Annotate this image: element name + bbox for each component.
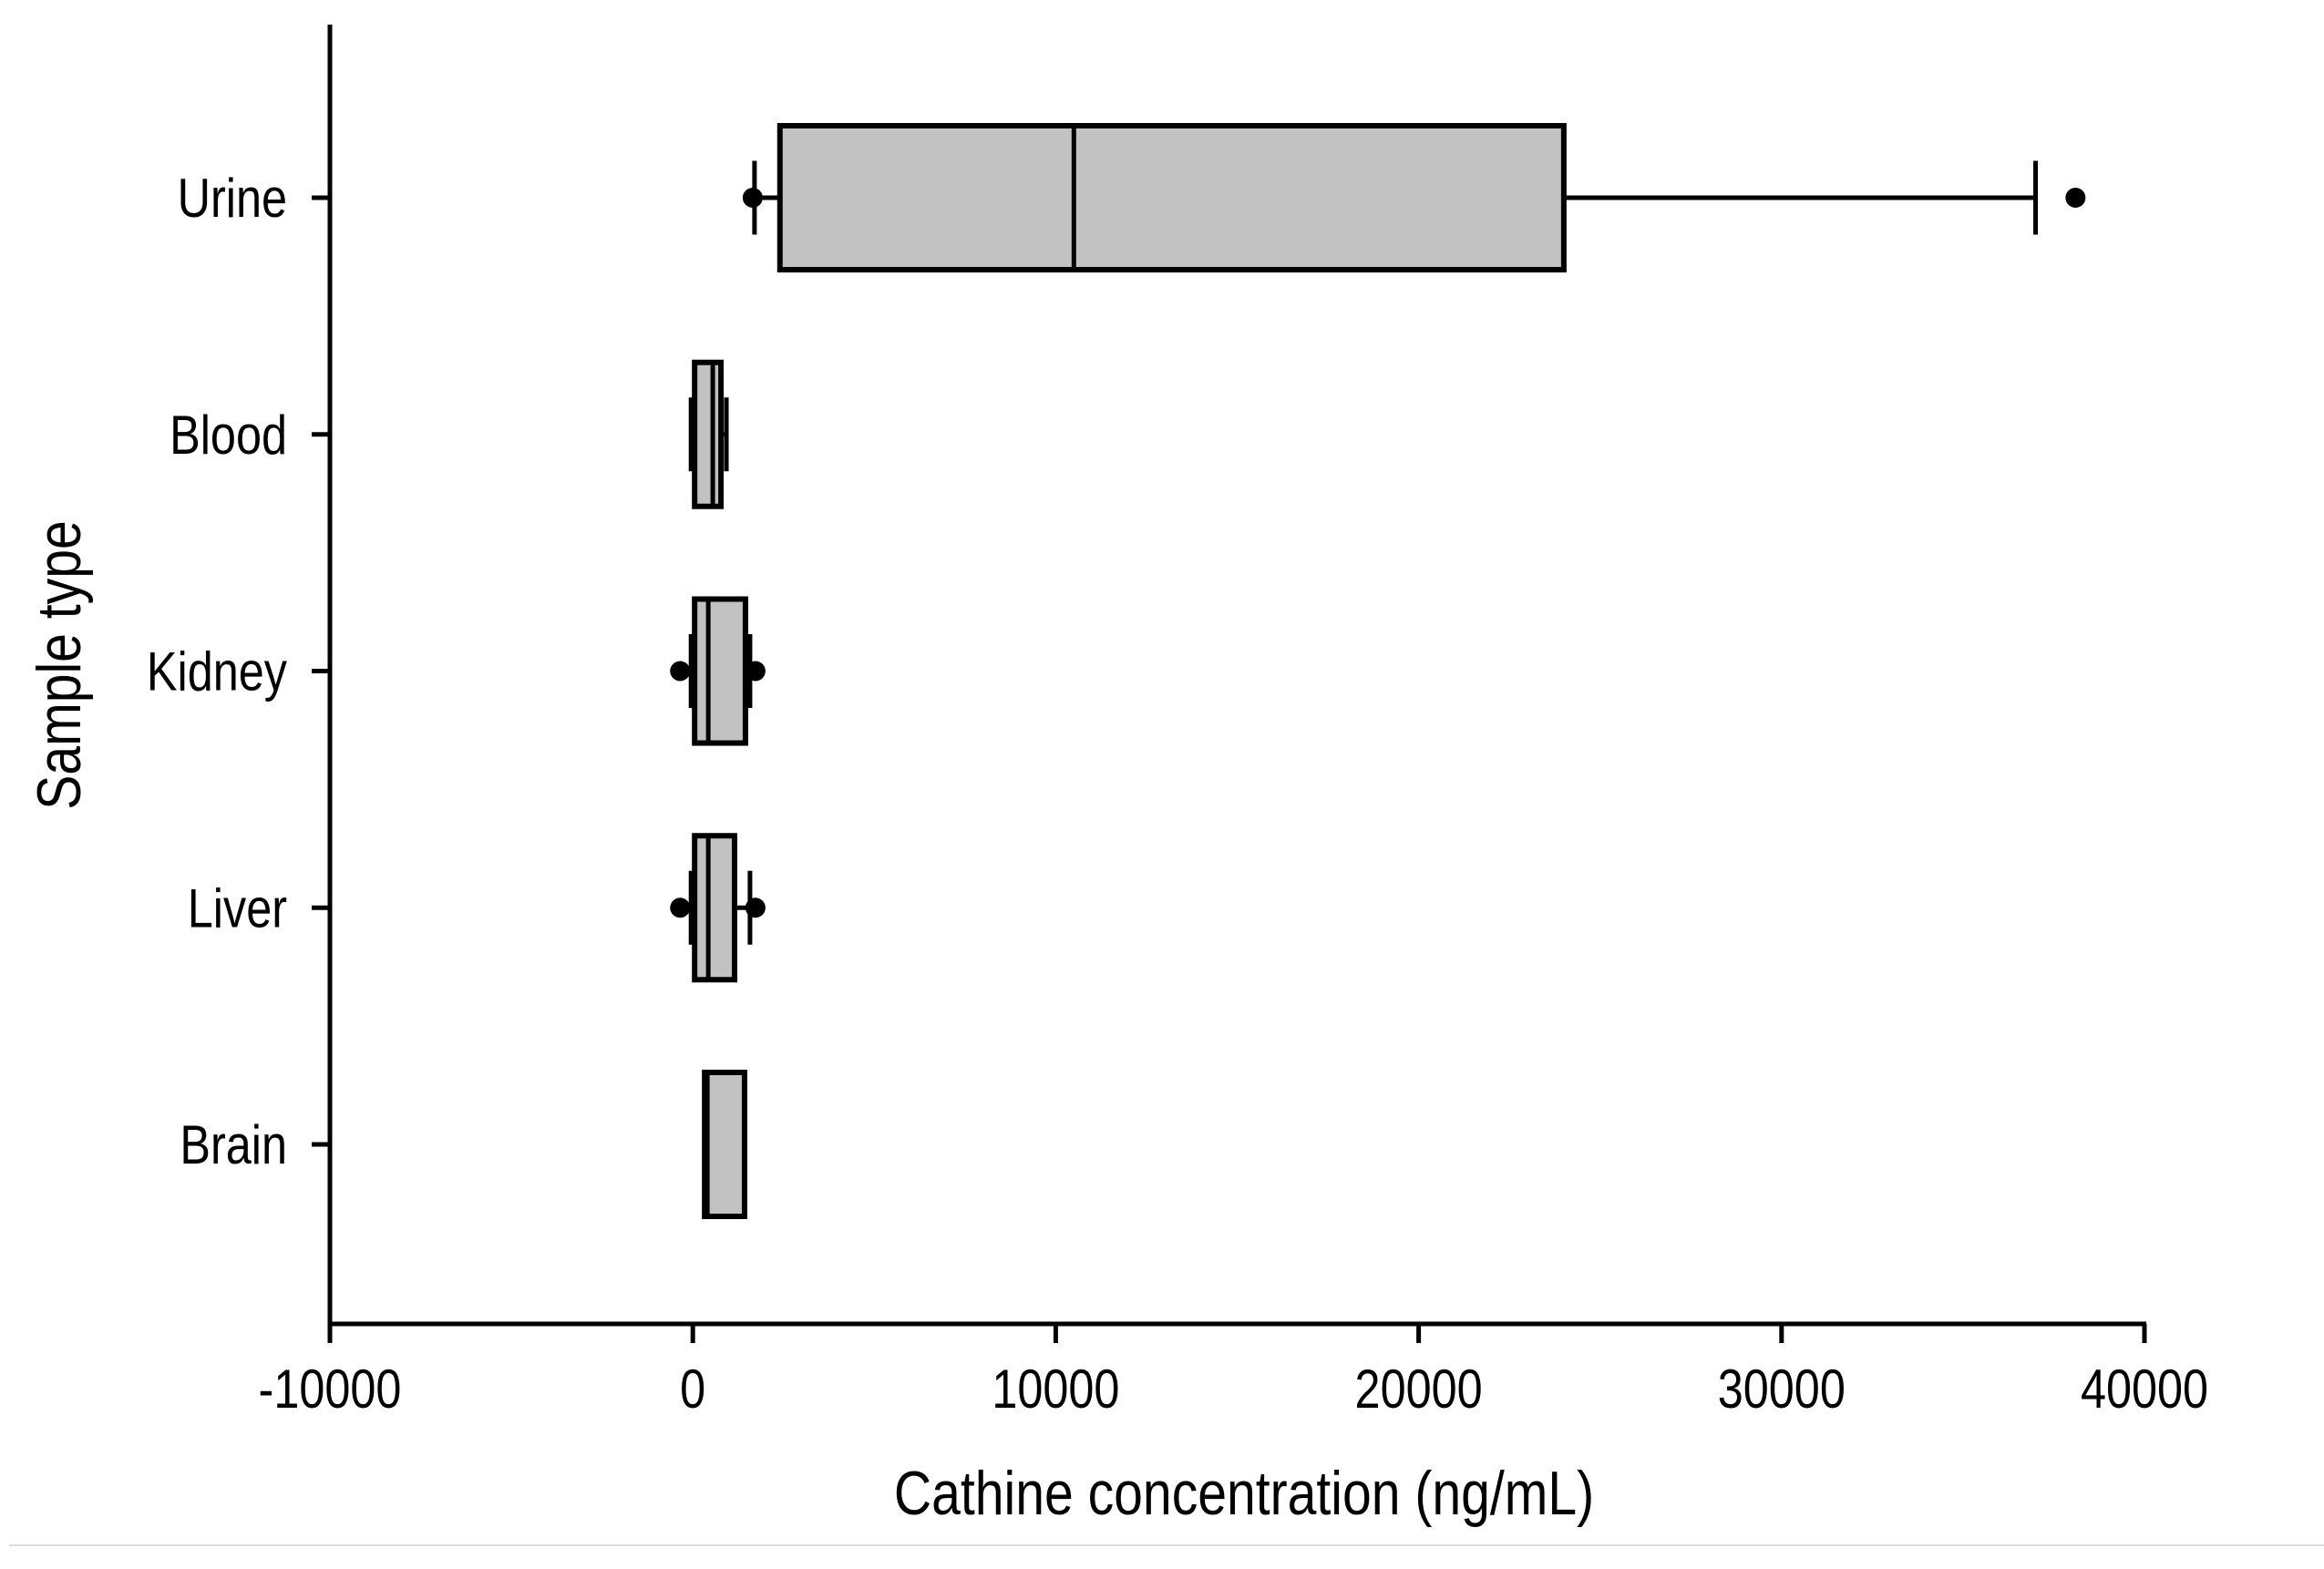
y-category-label: Liver <box>188 877 287 938</box>
x-tick-label: 20000 <box>1355 1359 1483 1420</box>
box-kidney <box>692 596 748 746</box>
x-tick-label: 40000 <box>2081 1359 2208 1420</box>
y-category-label: Blood <box>170 405 287 466</box>
outlier-dot <box>742 188 763 208</box>
box-urine <box>776 123 1567 272</box>
x-tick-label: 0 <box>680 1359 705 1420</box>
outlier-dot <box>745 897 766 918</box>
box-liver <box>692 833 737 983</box>
outlier-dot <box>670 897 691 918</box>
outlier-dot <box>2065 188 2086 208</box>
box-brain <box>702 1070 747 1219</box>
y-category-label: Brain <box>180 1114 287 1175</box>
box-blood <box>692 359 725 509</box>
y-axis-title: Sample type <box>25 520 94 809</box>
x-axis-title: Cathine concentration (ng/mL) <box>894 1459 1594 1528</box>
outlier-dot <box>670 661 691 682</box>
x-tick-label: 10000 <box>992 1359 1119 1420</box>
y-category-label: Urine <box>178 168 287 229</box>
y-category-label: Kidney <box>147 641 287 702</box>
x-tick-label: 30000 <box>1718 1359 1846 1420</box>
x-tick-label: -10000 <box>259 1359 402 1420</box>
outlier-dot <box>745 661 766 682</box>
page-bottom-divider <box>9 1544 2324 1546</box>
